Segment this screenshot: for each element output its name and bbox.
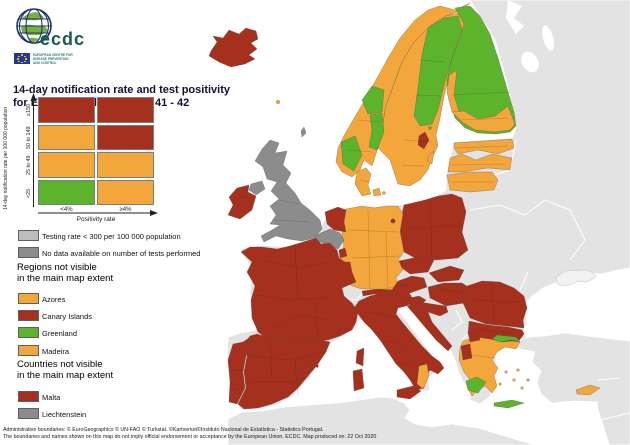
region-slovakia <box>428 265 465 283</box>
ecdc-org-name: EUROPEAN CENTRE FOR DISEASE PREVENTION A… <box>33 53 73 65</box>
region-norway-innlandet <box>368 112 385 151</box>
region-estonia <box>453 138 515 155</box>
eu-flag-icon <box>14 53 30 64</box>
region-balearic-islands <box>298 364 319 373</box>
malta-label: Malta <box>42 392 61 402</box>
region-united-kingdom <box>254 139 323 243</box>
matrix-cell-0-1 <box>97 97 154 123</box>
region-calabria <box>416 363 430 390</box>
region-faroe-islands <box>275 99 281 105</box>
region-germany <box>339 205 405 292</box>
map-attribution: Administrative boundaries: © EuroGeograp… <box>3 427 563 441</box>
matrix-cell-2-0 <box>38 152 95 178</box>
region-sicily <box>396 385 422 400</box>
region-greek-islands <box>498 368 530 390</box>
lake-ladoga <box>521 51 539 73</box>
white-sea-lake <box>506 0 524 34</box>
region-crimea <box>555 269 597 286</box>
matrix-cell-3-1 <box>97 179 154 205</box>
region-croatia <box>406 301 453 352</box>
liechtenstein-swatch <box>18 408 39 419</box>
matrix-col-label-1: ≥4% <box>119 207 132 213</box>
lake-onega <box>542 25 554 51</box>
region-czechia <box>398 256 435 275</box>
greenland-swatch <box>18 327 39 338</box>
matrix-col-label-0: <4% <box>60 207 73 213</box>
matrix-cell-1-1 <box>97 124 154 150</box>
canary-islands-label: Canary Islands <box>42 311 93 321</box>
region-north-africa <box>227 396 536 445</box>
madeira-swatch <box>18 345 39 356</box>
ecdc-logo: ecdc EUROPEAN CENTRE FOR DISEASE PREVENT… <box>10 5 130 75</box>
region-finland <box>446 5 517 135</box>
region-denmark-islands <box>372 187 386 197</box>
region-portugal <box>227 337 250 405</box>
region-netherlands <box>324 206 347 233</box>
ecdc-globe-icon <box>16 8 52 44</box>
liechtenstein-label: Liechtenstein <box>42 409 87 419</box>
region-italy <box>353 287 445 391</box>
malta-swatch <box>18 391 39 402</box>
region-crete <box>493 399 525 409</box>
azores-label: Azores <box>42 294 66 304</box>
countries-not-visible-heading: Countries not visible in the main map ex… <box>17 359 114 381</box>
matrix-cell-2-1 <box>97 152 154 178</box>
region-greece-thrace <box>491 334 521 343</box>
region-corsica <box>355 347 365 367</box>
region-austria <box>361 275 428 297</box>
ecdc-wordmark: ecdc <box>40 29 86 49</box>
region-subdivision-lines <box>232 59 523 396</box>
greenland-label: Greenland <box>42 328 78 338</box>
region-greece-west-macedonia <box>467 329 481 343</box>
testing-rate-label: Testing rate < 300 per 100 000 populatio… <box>42 231 181 241</box>
matrix-cell-0-0 <box>38 97 95 123</box>
region-northern-ireland <box>248 180 266 196</box>
axis-arrow-right-icon <box>150 210 158 216</box>
region-turkey <box>508 332 630 445</box>
region-shetland <box>300 126 307 138</box>
region-luxembourg <box>338 247 348 259</box>
region-sweden-north <box>413 15 463 127</box>
region-greece-epirus <box>460 343 473 361</box>
region-sardinia <box>352 368 365 392</box>
region-peloponnese <box>465 376 487 394</box>
region-poland <box>399 193 469 261</box>
region-romania <box>462 280 528 329</box>
region-france <box>240 237 359 344</box>
region-spain <box>237 333 331 410</box>
no-data-swatch <box>18 247 39 258</box>
matrix-x-axis-label: Positivity rate <box>76 216 116 223</box>
matrix-cell-3-0 <box>38 179 95 205</box>
regions-not-visible-heading: Regions not visible in the main map exte… <box>17 262 114 284</box>
region-latvia <box>447 153 513 173</box>
madeira-label: Madeira <box>42 346 70 356</box>
region-berlin <box>390 218 396 224</box>
region-norway-trondelag <box>361 85 385 115</box>
no-data-label: No data available on number of tests per… <box>42 248 201 258</box>
region-iceland <box>208 27 259 68</box>
matrix-axes <box>30 93 158 216</box>
region-norway-southwest <box>340 135 363 172</box>
country-layer <box>208 2 601 410</box>
azores-swatch <box>18 293 39 304</box>
region-lithuania <box>446 171 499 193</box>
legend-matrix <box>38 97 154 205</box>
title-line-1: 14-day notification rate and test positi… <box>13 84 230 96</box>
region-ireland <box>227 184 257 220</box>
region-sweden-island-green <box>428 126 432 130</box>
axis-arrow-up-icon <box>30 93 37 101</box>
canary-islands-swatch <box>18 310 39 321</box>
attribution-line-1: Administrative boundaries: © EuroGeograp… <box>3 427 324 433</box>
region-denmark <box>354 167 372 197</box>
region-finland-south <box>451 105 516 133</box>
testing-rate-swatch <box>18 230 39 241</box>
attribution-line-2: The boundaries and names shown on this m… <box>3 433 377 440</box>
region-gotland <box>426 150 435 165</box>
matrix-cell-1-0 <box>38 124 95 150</box>
region-cyprus <box>575 384 601 396</box>
region-sweden-uppsala <box>417 131 430 150</box>
